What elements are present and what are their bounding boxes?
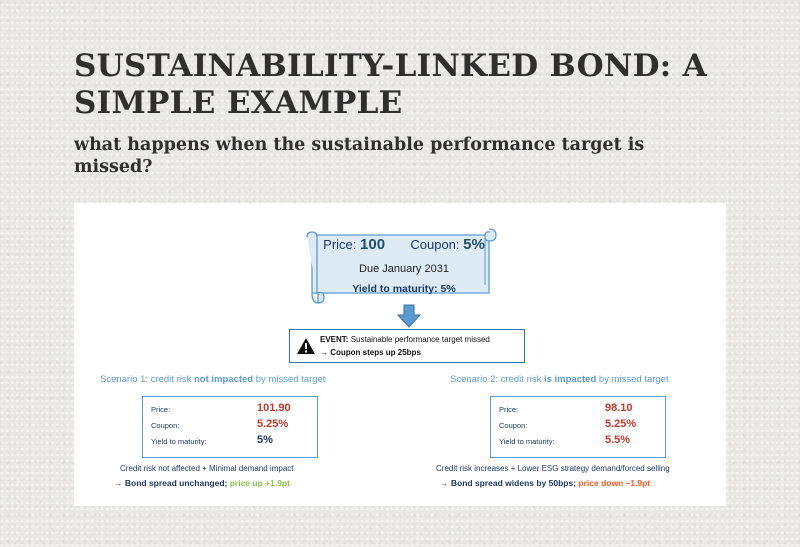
scenario2-price-label: Price: bbox=[499, 405, 519, 414]
event-box: EVENT: Sustainable performance target mi… bbox=[289, 329, 525, 363]
bond-due-date: Due January 2031 bbox=[359, 263, 449, 275]
bond-price-label: Price: bbox=[323, 237, 357, 252]
page-title: SUSTAINABILITY-LINKED BOND: A SIMPLE EXA… bbox=[74, 48, 707, 121]
scenario1-note: Credit risk not affected + Minimal deman… bbox=[120, 464, 294, 473]
scenario1-coupon-label: Coupon: bbox=[151, 421, 180, 430]
scenario1-box: Price: 101.90 Coupon: 5.25% Yield to mat… bbox=[142, 396, 318, 458]
scenario2-ytm-value: 5.5% bbox=[605, 434, 631, 446]
down-arrow-icon bbox=[396, 304, 422, 328]
bond-scroll: Price: 100 Coupon: 5% Due January 2031 Y… bbox=[304, 223, 504, 304]
scenario1-ytm-label: Yield to maturity: bbox=[151, 437, 207, 446]
scenario2-title: Scenario 2: credit risk is impacted by m… bbox=[450, 374, 669, 385]
bond-ytm: Yield to maturity: 5% bbox=[352, 283, 456, 295]
event-consequence: → Coupon steps up 25bps bbox=[320, 348, 421, 357]
event-text: Sustainable performance target missed bbox=[350, 335, 490, 344]
bond-coupon-value: 5% bbox=[463, 236, 485, 253]
scenario2-ytm-label: Yield to maturity: bbox=[499, 437, 555, 446]
page-subtitle: what happens when the sustainable perfor… bbox=[74, 135, 645, 177]
scenario2-result: → Bond spread widens by 50bps; price dow… bbox=[440, 478, 651, 488]
diagram-panel: Price: 100 Coupon: 5% Due January 2031 Y… bbox=[74, 203, 726, 506]
event-label: EVENT: bbox=[320, 335, 349, 344]
scenario2-note: Credit risk increases + Lower ESG strate… bbox=[436, 464, 670, 473]
scenario2-price-value: 98.10 bbox=[605, 402, 633, 414]
scenario1-price-label: Price: bbox=[151, 405, 171, 414]
event-line: EVENT: Sustainable performance target mi… bbox=[320, 335, 490, 344]
bond-coupon-label: Coupon: bbox=[410, 237, 460, 252]
scenario1-coupon-value: 5.25% bbox=[257, 418, 289, 430]
scroll-icon bbox=[306, 228, 497, 304]
scenario2-coupon-value: 5.25% bbox=[605, 418, 637, 430]
scenario1-ytm-value: 5% bbox=[257, 434, 273, 446]
scenario2-box: Price: 98.10 Coupon: 5.25% Yield to matu… bbox=[490, 396, 666, 458]
warning-icon bbox=[297, 338, 315, 354]
scenario1-title: Scenario 1: credit risk not impacted by … bbox=[100, 374, 326, 385]
scenario1-result: → Bond spread unchanged; price up +1.9pt bbox=[114, 478, 290, 488]
scenario2-coupon-label: Coupon: bbox=[499, 421, 528, 430]
scenario1-price-value: 101.90 bbox=[257, 402, 291, 414]
bond-price-coupon-row: Price: 100 Coupon: 5% bbox=[304, 236, 504, 253]
bond-price-value: 100 bbox=[360, 236, 386, 253]
